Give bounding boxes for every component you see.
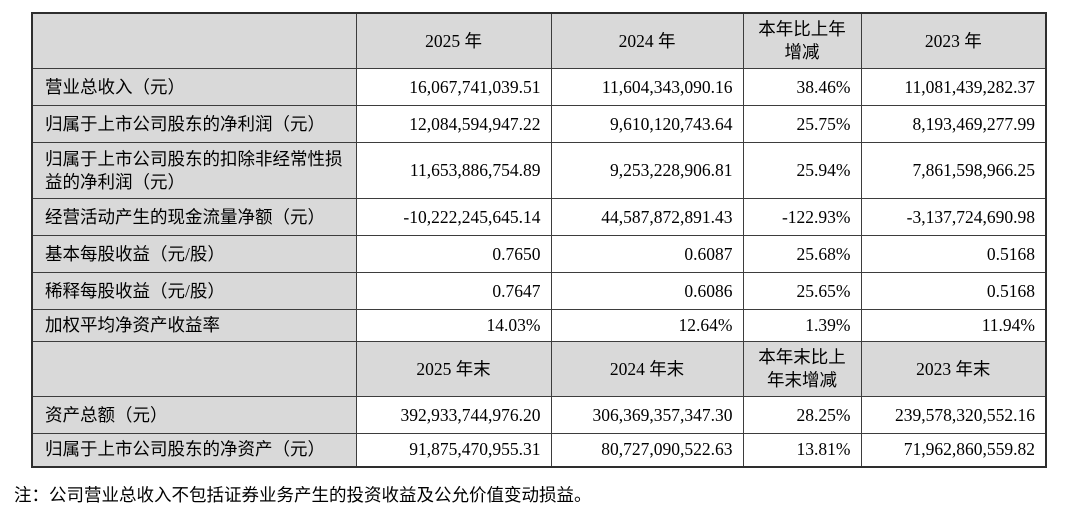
value-2024-end-cell: 80,727,090,522.63 (550, 433, 744, 468)
metric-label-cell: 稀释每股收益（元/股） (31, 272, 357, 311)
value-2025-end-cell: 392,933,744,976.20 (355, 396, 552, 435)
value-2025-cell: 16,067,741,039.51 (355, 68, 552, 107)
value-2024-cell: 44,587,872,891.43 (550, 198, 744, 237)
table-row-basic-eps: 基本每股收益（元/股） 0.7650 0.6087 25.68% 0.5168 (31, 235, 1047, 274)
value-2023-end-cell: 239,578,320,552.16 (860, 396, 1047, 435)
metric-label-cell: 基本每股收益（元/股） (31, 235, 357, 274)
col-header-2023-end: 2023 年末 (860, 341, 1047, 398)
metric-label-cell: 营业总收入（元） (31, 68, 357, 107)
corner-blank-cell (31, 12, 357, 70)
value-2025-cell: 0.7650 (355, 235, 552, 274)
value-2023-cell: 11.94% (860, 309, 1047, 343)
annual-header-row: 2025 年 2024 年 本年比上年 增减 2023 年 (31, 12, 1047, 70)
change-cell: 1.39% (742, 309, 862, 343)
value-2023-cell: 11,081,439,282.37 (860, 68, 1047, 107)
change-cell: 38.46% (742, 68, 862, 107)
value-2025-cell: 11,653,886,754.89 (355, 142, 552, 200)
corner-blank-cell (31, 341, 357, 398)
value-2023-cell: 0.5168 (860, 235, 1047, 274)
value-2025-cell: 12,084,594,947.22 (355, 105, 552, 144)
table-row-net-profit: 归属于上市公司股东的净利润（元） 12,084,594,947.22 9,610… (31, 105, 1047, 144)
value-2025-end-cell: 91,875,470,955.31 (355, 433, 552, 468)
col-header-2025: 2025 年 (355, 12, 552, 70)
col-header-2024-end: 2024 年末 (550, 341, 744, 398)
value-2024-cell: 9,610,120,743.64 (550, 105, 744, 144)
col-header-2024: 2024 年 (550, 12, 744, 70)
value-2024-cell: 0.6087 (550, 235, 744, 274)
table-row-total-revenue: 营业总收入（元） 16,067,741,039.51 11,604,343,09… (31, 68, 1047, 107)
value-2023-cell: -3,137,724,690.98 (860, 198, 1047, 237)
col-header-yoy-change: 本年比上年 增减 (742, 12, 862, 70)
col-header-2025-end: 2025 年末 (355, 341, 552, 398)
value-2023-end-cell: 71,962,860,559.82 (860, 433, 1047, 468)
table-row-net-profit-excl-nonrecurring: 归属于上市公司股东的扣除非经常性损益的净利润（元） 11,653,886,754… (31, 142, 1047, 200)
change-cell: 25.65% (742, 272, 862, 311)
value-2024-cell: 11,604,343,090.16 (550, 68, 744, 107)
value-2024-cell: 12.64% (550, 309, 744, 343)
value-2024-cell: 9,253,228,906.81 (550, 142, 744, 200)
table-row-operating-cash-flow: 经营活动产生的现金流量净额（元） -10,222,245,645.14 44,5… (31, 198, 1047, 237)
table-row-total-assets: 资产总额（元） 392,933,744,976.20 306,369,357,3… (31, 396, 1047, 435)
metric-label-cell: 经营活动产生的现金流量净额（元） (31, 198, 357, 237)
metric-label-cell: 资产总额（元） (31, 396, 357, 435)
key-financials-table: 2025 年 2024 年 本年比上年 增减 2023 年 营业总收入（元） 1… (31, 12, 1047, 468)
change-cell: 28.25% (742, 396, 862, 435)
col-header-2023: 2023 年 (860, 12, 1047, 70)
value-2023-cell: 7,861,598,966.25 (860, 142, 1047, 200)
metric-label-cell: 加权平均净资产收益率 (31, 309, 357, 343)
change-cell: 25.75% (742, 105, 862, 144)
value-2023-cell: 0.5168 (860, 272, 1047, 311)
change-cell: 25.94% (742, 142, 862, 200)
metric-label-cell: 归属于上市公司股东的扣除非经常性损益的净利润（元） (31, 142, 357, 200)
change-cell: 13.81% (742, 433, 862, 468)
value-2025-cell: 14.03% (355, 309, 552, 343)
metric-label-cell: 归属于上市公司股东的净资产（元） (31, 433, 357, 468)
change-cell: -122.93% (742, 198, 862, 237)
table-row-diluted-eps: 稀释每股收益（元/股） 0.7647 0.6086 25.65% 0.5168 (31, 272, 1047, 311)
footnote: 注：公司营业总收入不包括证券业务产生的投资收益及公允价值变动损益。 (14, 484, 592, 505)
value-2025-cell: 0.7647 (355, 272, 552, 311)
change-cell: 25.68% (742, 235, 862, 274)
period-end-header-row: 2025 年末 2024 年末 本年末比上 年末增减 2023 年末 (31, 341, 1047, 398)
value-2024-cell: 0.6086 (550, 272, 744, 311)
metric-label-cell: 归属于上市公司股东的净利润（元） (31, 105, 357, 144)
value-2023-cell: 8,193,469,277.99 (860, 105, 1047, 144)
col-header-end-change: 本年末比上 年末增减 (742, 341, 862, 398)
value-2024-end-cell: 306,369,357,347.30 (550, 396, 744, 435)
table-row-weighted-avg-roe: 加权平均净资产收益率 14.03% 12.64% 1.39% 11.94% (31, 309, 1047, 343)
value-2025-cell: -10,222,245,645.14 (355, 198, 552, 237)
table-row-net-assets: 归属于上市公司股东的净资产（元） 91,875,470,955.31 80,72… (31, 433, 1047, 468)
